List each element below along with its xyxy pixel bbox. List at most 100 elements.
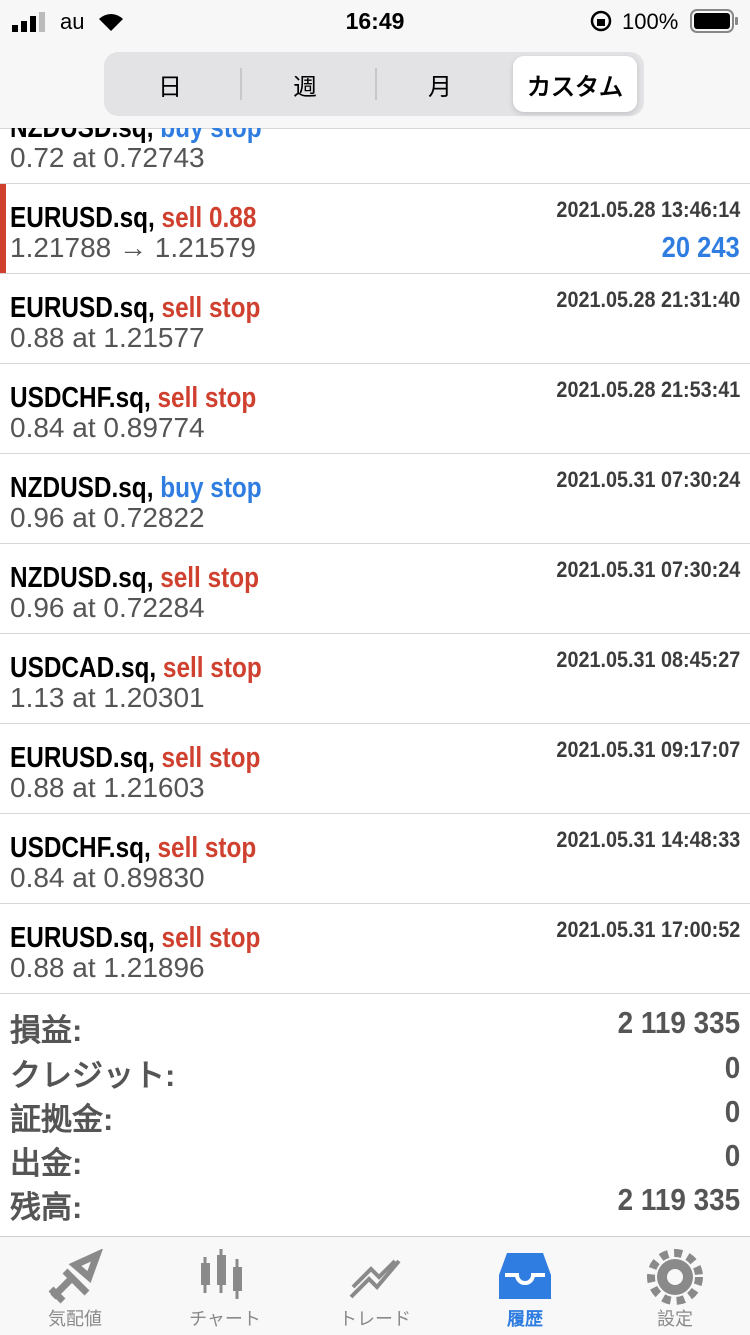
symbol: USDCHF.sq,: [10, 832, 151, 864]
tab-icon: [201, 1249, 242, 1299]
summary-value: 0: [724, 1094, 740, 1129]
summary-value: 0: [724, 1138, 740, 1173]
action: sell stop: [157, 382, 257, 414]
order-time: 2021.05.28 13:46:14: [556, 197, 740, 222]
order-detail: 1.13 at 1.20301: [10, 682, 205, 713]
order-detail: 0.88 at 1.21577: [10, 322, 205, 353]
segment[interactable]: カスタム: [513, 56, 637, 112]
action: sell stop: [162, 652, 262, 684]
segment-divider: [240, 68, 242, 100]
symbol: USDCHF.sq,: [10, 382, 151, 414]
order-time: 2021.05.31 14:48:33: [556, 827, 740, 852]
symbol: NZDUSD.sq,: [10, 562, 154, 594]
tab[interactable]: トレード: [300, 1237, 450, 1335]
status-bar: au 16:49 100%: [0, 0, 750, 44]
order-row[interactable]: EURUSD.sq, sell stop 2021.05.31 09:17:07 0.…: [0, 724, 750, 814]
carrier: au: [60, 9, 85, 34]
tab-label: 履歴: [507, 1309, 543, 1329]
summary-label: 残高:: [10, 1190, 83, 1225]
action: sell stop: [160, 562, 260, 594]
order-row[interactable]: USDCHF.sq, sell stop 2021.05.28 21:53:41 0.…: [0, 364, 750, 454]
tab-icon: [499, 1253, 551, 1299]
order-title: NZDUSD.sq, sell stop: [10, 561, 259, 595]
order-row[interactable]: NZDUSD.sq, buy stop 2021.05.31 07:30:24 0.9…: [0, 454, 750, 544]
action: sell stop: [157, 832, 257, 864]
summary-value: 0: [724, 1050, 740, 1085]
order-time: 2021.05.28 21:53:41: [556, 377, 740, 402]
tab[interactable]: 履歴: [450, 1237, 600, 1335]
lock-icon: [590, 10, 612, 32]
summary-label: 損益:: [10, 1013, 83, 1048]
tab-icon: [349, 1259, 401, 1299]
profit: 20 243: [661, 232, 740, 264]
action: sell 0.88: [161, 202, 257, 234]
order-title: NZDUSD.sq, buy stop: [10, 471, 262, 505]
action: sell stop: [161, 292, 261, 324]
tab-label: チャート: [189, 1309, 261, 1329]
action: buy stop: [160, 128, 262, 144]
segment[interactable]: 週: [293, 73, 317, 101]
battery-icon: [690, 9, 738, 33]
segment[interactable]: 日: [158, 73, 182, 101]
order-title: NZDUSD.sq, buy stop: [10, 128, 262, 145]
summary-label: 証拠金:: [10, 1102, 114, 1137]
order-title: USDCAD.sq, sell stop: [10, 651, 262, 685]
wifi-icon: [99, 14, 123, 32]
order-row[interactable]: NZDUSD.sq, buy stop 0.72 at 0.72743: [0, 128, 750, 184]
tab[interactable]: 設定: [600, 1237, 750, 1335]
summary-line: 証拠金: 0: [10, 1094, 740, 1138]
deal-marker: [0, 184, 6, 273]
signal-icon: [12, 12, 45, 32]
summary-label: 出金:: [10, 1146, 83, 1181]
order-row[interactable]: EURUSD.sq, sell 0.88 2021.05.28 13:46:14 1.…: [0, 184, 750, 274]
order-detail: 0.84 at 0.89830: [10, 862, 205, 893]
order-detail: 0.84 at 0.89774: [10, 412, 205, 443]
symbol: EURUSD.sq,: [10, 922, 155, 954]
summary-value: 2 119 335: [617, 1005, 740, 1040]
order-detail: 0.96 at 0.72284: [10, 592, 205, 623]
action: buy stop: [160, 472, 262, 504]
order-time: 2021.05.31 17:00:52: [556, 917, 740, 942]
order-title: EURUSD.sq, sell stop: [10, 741, 260, 775]
order-row[interactable]: NZDUSD.sq, sell stop 2021.05.31 07:30:24 0.…: [0, 544, 750, 634]
order-row[interactable]: EURUSD.sq, sell stop 2021.05.28 21:31:40 0.…: [0, 274, 750, 364]
order-detail: 1.21788 → 1.21579: [10, 232, 256, 263]
clock: 16:49: [345, 8, 405, 34]
battery-percent: 100%: [622, 9, 679, 34]
summary-line: クレジット: 0: [10, 1050, 740, 1094]
summary-line: 出金: 0: [10, 1138, 740, 1182]
order-row[interactable]: EURUSD.sq, sell stop 2021.05.31 17:00:52 0.…: [0, 904, 750, 994]
segment[interactable]: 月: [428, 73, 452, 101]
action: sell stop: [161, 922, 261, 954]
tab-bar: 気配値 チャート トレード 履歴 設定: [0, 1236, 750, 1335]
order-row[interactable]: USDCAD.sq, sell stop 2021.05.31 08:45:27 1.…: [0, 634, 750, 724]
segment-divider: [375, 68, 377, 100]
summary-value: 2 119 335: [617, 1182, 740, 1217]
tab[interactable]: 気配値: [0, 1237, 150, 1335]
symbol: EURUSD.sq,: [10, 202, 155, 234]
order-detail: 0.72 at 0.72743: [10, 142, 205, 173]
header: 日 週 月 カスタム: [0, 44, 750, 129]
symbol: NZDUSD.sq,: [10, 472, 154, 504]
order-time: 2021.05.31 07:30:24: [556, 467, 740, 492]
tab-label: 気配値: [48, 1309, 102, 1329]
order-time: 2021.05.31 09:17:07: [556, 737, 740, 762]
order-title: EURUSD.sq, sell 0.88: [10, 201, 256, 235]
order-title: EURUSD.sq, sell stop: [10, 921, 260, 955]
tab-label: 設定: [657, 1309, 693, 1329]
tab-icon: [647, 1249, 703, 1305]
symbol: EURUSD.sq,: [10, 292, 155, 324]
tab[interactable]: チャート: [150, 1237, 300, 1335]
order-time: 2021.05.31 07:30:24: [556, 557, 740, 582]
order-detail: 0.88 at 1.21896: [10, 952, 205, 983]
summary-line: 残高: 2 119 335: [10, 1182, 740, 1226]
order-time: 2021.05.31 08:45:27: [556, 647, 740, 672]
order-time: 2021.05.28 21:31:40: [556, 287, 740, 312]
summary-label: クレジット:: [10, 1058, 176, 1093]
order-title: USDCHF.sq, sell stop: [10, 831, 256, 865]
order-row[interactable]: USDCHF.sq, sell stop 2021.05.31 14:48:33 0.…: [0, 814, 750, 904]
order-detail: 0.88 at 1.21603: [10, 772, 205, 803]
tab-label: トレード: [339, 1309, 411, 1329]
symbol: USDCAD.sq,: [10, 652, 157, 684]
